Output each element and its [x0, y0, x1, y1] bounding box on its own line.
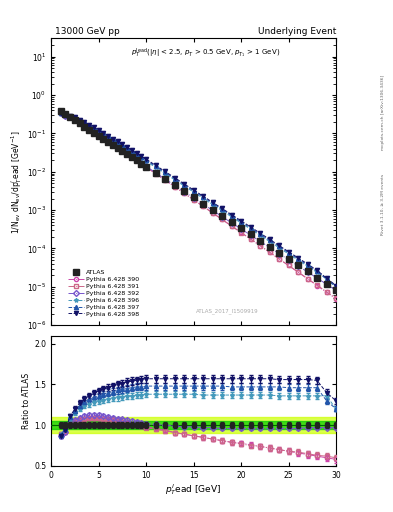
Bar [51, 421, 336, 429]
Y-axis label: 1/N$_{\rm ev}$ dN$_{\rm ev}$/dp$_T^l$ead [GeV$^{-1}$]: 1/N$_{\rm ev}$ dN$_{\rm ev}$/dp$_T^l$ead… [9, 130, 24, 233]
Text: Underlying Event: Underlying Event [258, 27, 336, 36]
X-axis label: $p_T^l$ead [GeV]: $p_T^l$ead [GeV] [165, 482, 222, 498]
Text: mcplots.cern.ch [arXiv:1306.3436]: mcplots.cern.ch [arXiv:1306.3436] [381, 75, 385, 150]
Y-axis label: Ratio to ATLAS: Ratio to ATLAS [22, 373, 31, 429]
Bar [51, 417, 336, 433]
Text: $p_T^{\rm lead}$(|$\eta$| < 2.5, $p_T$ > 0.5 GeV, $p_{T_1}$ > 1 GeV): $p_T^{\rm lead}$(|$\eta$| < 2.5, $p_T$ >… [131, 47, 280, 60]
Legend: ATLAS, Pythia 6.428 390, Pythia 6.428 391, Pythia 6.428 392, Pythia 6.428 396, P: ATLAS, Pythia 6.428 390, Pythia 6.428 39… [66, 267, 142, 319]
Text: 13000 GeV pp: 13000 GeV pp [55, 27, 120, 36]
Text: ATLAS_2017_I1509919: ATLAS_2017_I1509919 [196, 308, 259, 314]
Text: Rivet 3.1.10, ≥ 3.2M events: Rivet 3.1.10, ≥ 3.2M events [381, 174, 385, 236]
